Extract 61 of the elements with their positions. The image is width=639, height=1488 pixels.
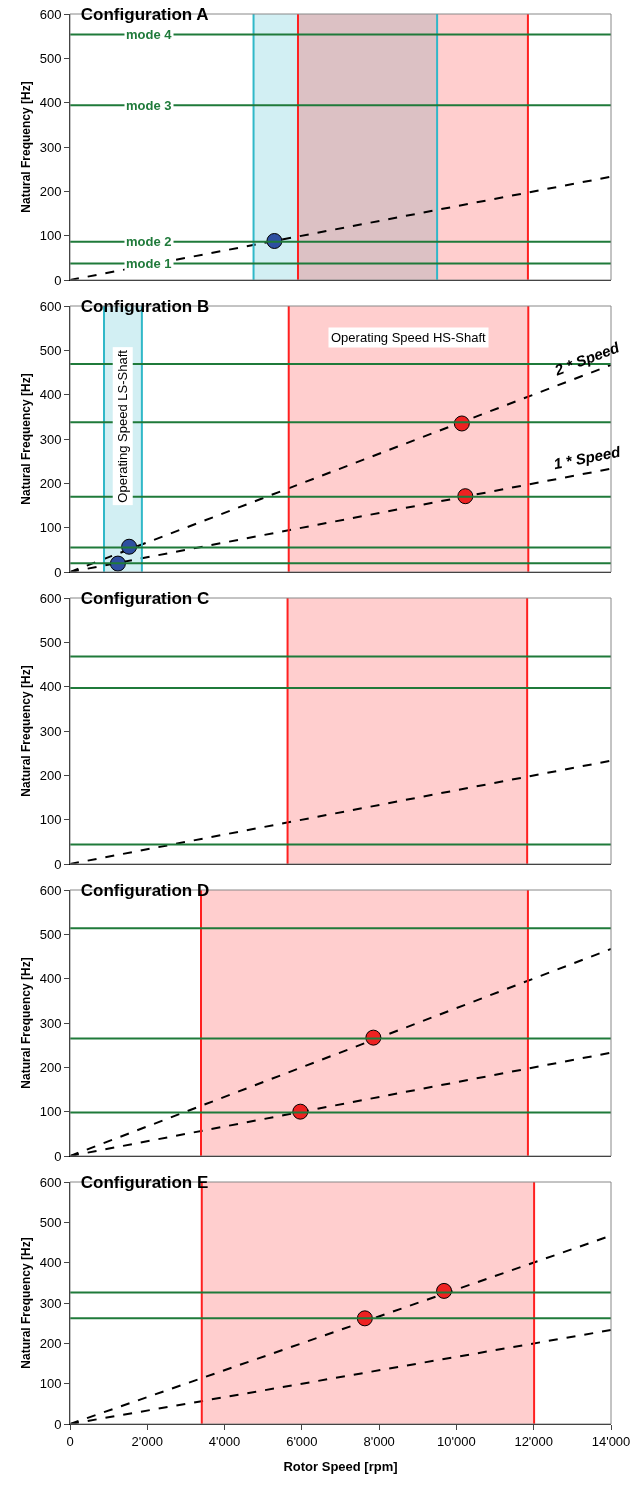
y-axis-title: Natural Frequency [Hz] (19, 373, 33, 505)
y-tick-label: 400 (39, 971, 62, 987)
x-axis-title: Rotor Speed [rpm] (283, 1459, 398, 1475)
y-axis-title: Natural Frequency [Hz] (19, 1237, 33, 1369)
x-tick-label: 12'000 (514, 1433, 554, 1449)
y-tick-label: 0 (54, 1148, 62, 1164)
y-tick-label: 300 (39, 139, 62, 155)
y-tick-label: 600 (39, 1174, 62, 1190)
y-tick-label: 200 (39, 1059, 62, 1075)
x-tick-label: 6'000 (286, 1433, 318, 1449)
ref-line-label: mode 1 (126, 256, 172, 271)
y-tick-label: 100 (39, 520, 62, 536)
y-tick-label: 600 (39, 298, 62, 314)
y-tick-label: 200 (39, 183, 62, 199)
x-tick-label: 4'000 (208, 1433, 241, 1449)
chart-title: Configuration B (80, 296, 210, 316)
y-tick-label: 200 (39, 475, 62, 491)
y-tick-label: 400 (39, 95, 62, 111)
band-label: Operating Speed LS-Shaft (115, 349, 131, 503)
chart-title: Configuration C (80, 588, 210, 608)
chart-title: Configuration A (80, 4, 209, 24)
y-tick-label: 200 (39, 1335, 62, 1351)
y-tick-label: 100 (39, 1104, 62, 1120)
y-tick-label: 400 (39, 1255, 62, 1271)
y-tick-label: 300 (39, 431, 62, 447)
y-axis-title: Natural Frequency [Hz] (19, 957, 33, 1089)
y-tick-label: 100 (39, 228, 62, 244)
y-tick-label: 500 (39, 926, 62, 942)
y-tick-label: 200 (39, 767, 62, 783)
y-tick-label: 0 (54, 564, 62, 580)
x-tick-label: 10'000 (437, 1433, 476, 1449)
chart-title: Configuration E (80, 1172, 209, 1192)
y-tick-label: 300 (39, 723, 62, 739)
y-tick-label: 400 (39, 679, 62, 695)
y-tick-label: 600 (39, 590, 62, 606)
y-tick-label: 300 (39, 1015, 62, 1031)
y-tick-label: 0 (54, 272, 62, 288)
y-tick-label: 100 (39, 1376, 62, 1392)
y-tick-label: 500 (39, 50, 62, 66)
x-tick-label: 2'000 (131, 1433, 163, 1449)
x-tick-label: 8'000 (363, 1433, 395, 1449)
x-tick-label: 14'000 (591, 1433, 631, 1449)
text: 1 * Speed (552, 442, 623, 473)
y-tick-label: 600 (39, 882, 62, 898)
y-tick-label: 500 (39, 634, 62, 650)
y-tick-label: 0 (54, 1416, 62, 1432)
y-tick-label: 400 (39, 387, 62, 403)
y-tick-label: 600 (39, 6, 62, 22)
ref-line-label: mode 4 (126, 27, 173, 42)
ref-line-label: mode 3 (126, 98, 172, 113)
y-tick-label: 0 (54, 856, 62, 872)
band-label: Operating Speed HS-Shaft (331, 330, 487, 345)
x-tick-label: 0 (66, 1433, 74, 1449)
y-tick-label: 300 (39, 1295, 62, 1311)
chart-title: Configuration D (80, 880, 210, 900)
y-axis-title: Natural Frequency [Hz] (19, 81, 33, 213)
y-axis-title: Natural Frequency [Hz] (19, 665, 33, 797)
y-tick-label: 100 (39, 812, 62, 828)
y-tick-label: 500 (39, 1214, 62, 1230)
ref-line-label: mode 2 (126, 234, 172, 249)
y-tick-label: 500 (39, 342, 62, 358)
